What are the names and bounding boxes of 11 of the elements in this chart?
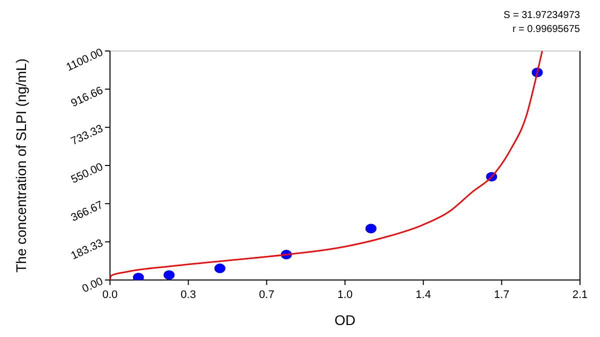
x-tick-label: 1.0	[337, 289, 353, 301]
x-tick-label: 0.7	[259, 289, 274, 301]
x-tick-label: 0.3	[180, 289, 196, 301]
x-axis-title: OD	[334, 312, 356, 328]
x-tick-label: 2.1	[572, 289, 588, 301]
text: r = 0.99695675	[512, 24, 580, 35]
text: S = 31.97234973	[504, 10, 580, 21]
y-axis-title: The concentration of SLPI (ng/mL)	[13, 58, 29, 272]
x-tick-label: 0.0	[102, 289, 118, 301]
x-tick-label: 1.4	[416, 289, 431, 301]
x-tick-label: 1.7	[494, 289, 510, 301]
